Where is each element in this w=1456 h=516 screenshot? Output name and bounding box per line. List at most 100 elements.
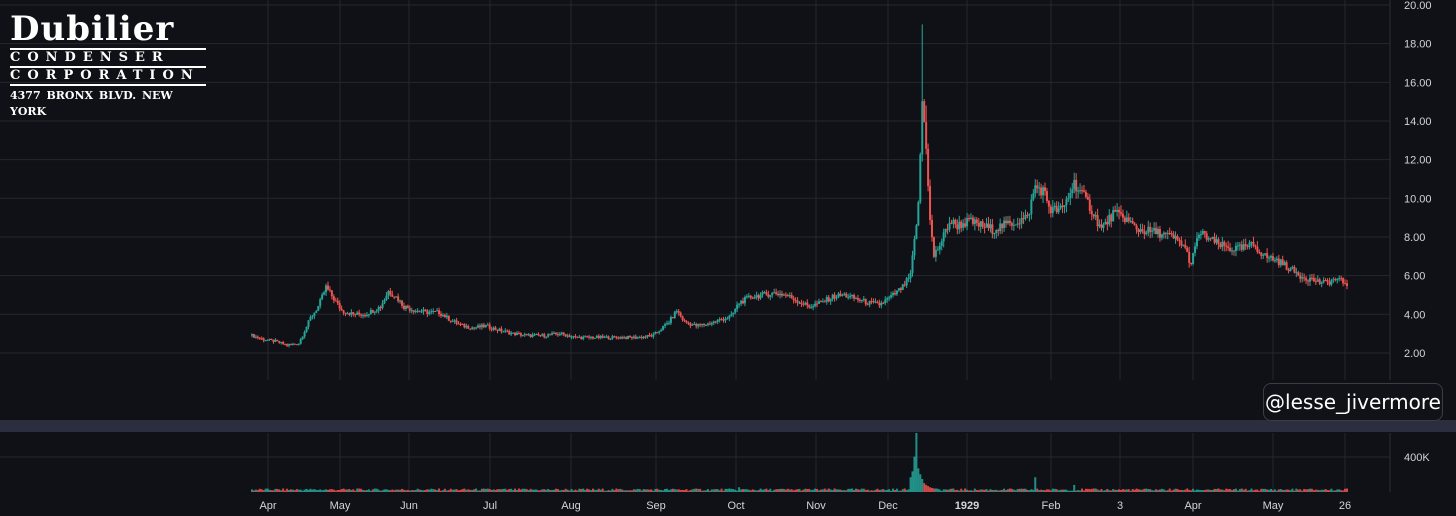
volume-bar (1131, 489, 1134, 492)
x-tick-label: Oct (727, 500, 744, 512)
volume-bar (473, 489, 476, 492)
volume-bar (523, 488, 526, 492)
candle-body (747, 295, 750, 297)
volume-bar (490, 489, 493, 492)
candle-body (588, 336, 591, 338)
volume-bar (936, 488, 939, 492)
candle-body (780, 293, 783, 296)
candle-body (1250, 241, 1253, 243)
candle-body (369, 309, 372, 315)
candle-body (790, 295, 793, 299)
volume-bar (798, 488, 801, 492)
candle-body (1330, 280, 1333, 285)
volume-bar (909, 477, 912, 492)
candle-body (449, 320, 452, 322)
volume-bar (899, 490, 902, 492)
candle-body (1188, 251, 1191, 263)
volume-bar (808, 488, 811, 492)
volume-bar (364, 490, 367, 492)
candle-body (975, 219, 978, 223)
candle-body (726, 318, 729, 320)
volume-bar (681, 489, 684, 492)
candle-body (1260, 252, 1263, 256)
volume-bar (1244, 488, 1247, 492)
volume-bar (1248, 490, 1251, 492)
volume-bar (1264, 488, 1267, 492)
candle-body (494, 327, 497, 330)
candle-body (418, 310, 421, 312)
volume-bar (903, 488, 906, 492)
volume-bar (381, 490, 384, 492)
volume-bar (1305, 489, 1308, 492)
candle-body (851, 295, 854, 297)
y-tick-label: 16.00 (1404, 77, 1432, 89)
candle-body (603, 336, 606, 338)
volume-bar (504, 488, 507, 492)
candle-body (432, 311, 435, 313)
volume-bar (973, 488, 976, 492)
x-tick-label: Apr (1184, 500, 1201, 512)
volume-bar (1157, 490, 1160, 492)
volume-bar (1207, 489, 1210, 492)
volume-bar (488, 488, 491, 492)
candle-body (812, 305, 815, 308)
candle-body (1211, 236, 1214, 239)
candle-body (703, 323, 706, 326)
candle-body (950, 222, 953, 224)
candle-body (266, 339, 269, 341)
candle-body (1344, 283, 1347, 285)
candle-body (969, 217, 972, 219)
candle-body (1153, 228, 1156, 231)
volume-bar (307, 489, 310, 492)
volume-bar (905, 489, 908, 492)
candle-body (960, 221, 963, 228)
volume-bar (301, 490, 304, 492)
volume-bar (340, 489, 343, 492)
volume-bar (722, 490, 725, 492)
volume-bar (1231, 490, 1234, 492)
candle-body (777, 293, 780, 296)
candle-body (584, 336, 587, 338)
candle-body (578, 336, 581, 338)
volume-bar (1047, 489, 1050, 492)
candle-body (1192, 253, 1195, 265)
volume-bar (426, 489, 429, 492)
volume-bar (1067, 490, 1070, 492)
candle-body (350, 312, 353, 315)
volume-bar (628, 490, 631, 492)
candle-body (348, 313, 351, 315)
candle-body (424, 309, 427, 311)
candle-body (336, 300, 339, 304)
candle-body (1045, 191, 1048, 201)
volume-bar (1119, 490, 1122, 492)
volume-bar (997, 490, 1000, 492)
volume-bar (1001, 489, 1004, 492)
volume-bar (679, 489, 682, 492)
volume-bar (1270, 488, 1273, 492)
candle-body (554, 332, 557, 335)
volume-bar (724, 488, 727, 492)
candle-body (562, 332, 565, 335)
volume-bar (855, 488, 858, 492)
candle-body (948, 222, 951, 230)
volume-bar (880, 489, 883, 492)
pane-divider[interactable] (0, 420, 1456, 432)
candle-body (903, 284, 906, 286)
candle-body (278, 341, 281, 343)
volume-bar (1312, 490, 1315, 492)
candle-body (330, 290, 333, 297)
candle-body (599, 335, 602, 338)
volume-bar (704, 490, 707, 492)
candle-body (1291, 266, 1294, 268)
volume-bar (1137, 489, 1140, 492)
candle-body (1075, 179, 1078, 192)
candle-body (1178, 240, 1181, 242)
candle-body (929, 186, 932, 220)
candle-body (734, 309, 737, 313)
volume-bar (434, 489, 437, 492)
candle-body (782, 294, 785, 296)
candle-body (1256, 246, 1259, 252)
candle-body (1129, 220, 1132, 222)
candle-body (1246, 246, 1249, 248)
volume-bar (1016, 488, 1019, 492)
